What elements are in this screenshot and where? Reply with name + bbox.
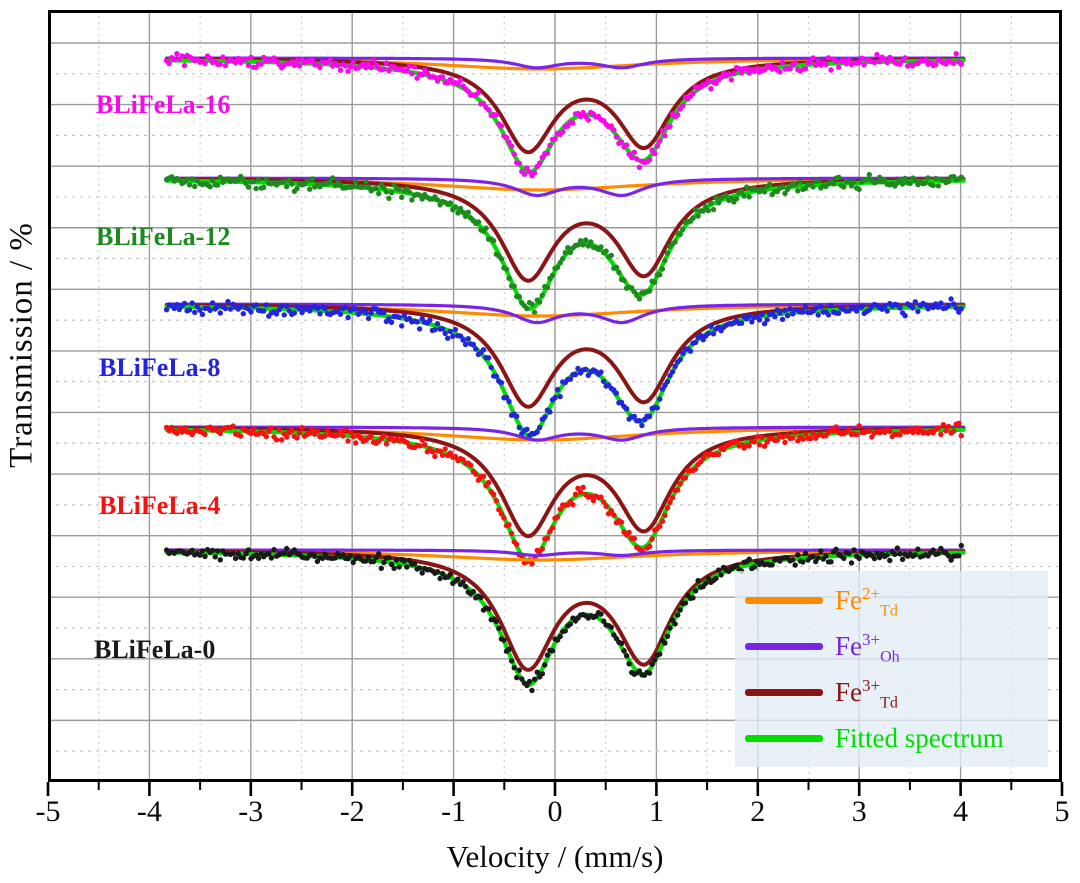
x-axis-title: Velocity / (mm/s) — [446, 839, 664, 874]
legend-item-fitted: Fitted spectrum — [735, 722, 1048, 753]
x-tick-label--1: -1 — [441, 795, 467, 828]
y-axis-title: Transmission / % — [3, 222, 40, 468]
data-points-BLiFeLa-16 — [163, 51, 964, 179]
series-label-BLiFeLa-4: BLiFeLa-4 — [99, 491, 221, 520]
series-label-BLiFeLa-0: BLiFeLa-0 — [94, 635, 216, 664]
fe3-oh-curve-BLiFeLa-12 — [165, 176, 966, 198]
data-points-BLiFeLa-4 — [163, 420, 964, 567]
fe3-td-curve-BLiFeLa-4 — [164, 426, 966, 539]
data-points-BLiFeLa-8 — [163, 296, 964, 438]
legend-line-swatch-fe2_td — [745, 596, 823, 604]
data-points-BLiFeLa-12 — [163, 171, 964, 316]
legend-item-fe2_td: Fe2+Td — [735, 583, 1048, 619]
legend-label-fe2_td: Fe2+Td — [835, 583, 898, 619]
fitted-curve-BLiFeLa-4 — [164, 427, 966, 564]
x-axis-ticks — [46, 782, 1064, 796]
legend-item-fe3_oh: Fe3+Oh — [735, 629, 1048, 665]
plot-frame — [48, 10, 1062, 782]
series-label-BLiFeLa-8: BLiFeLa-8 — [99, 353, 221, 382]
x-tick-label-1: 1 — [648, 795, 664, 828]
x-tick-label-4: 4 — [953, 795, 969, 828]
legend-label-fitted: Fitted spectrum — [835, 722, 1004, 753]
x-tick-label-5: 5 — [1054, 795, 1070, 828]
x-tick-label--2: -2 — [339, 795, 365, 828]
fitted-curve-BLiFeLa-8 — [164, 304, 966, 438]
fe3-td-curve-BLiFeLa-12 — [164, 177, 966, 283]
x-tick-label--3: -3 — [238, 795, 264, 828]
legend-label-fe3_td: Fe3+Td — [835, 675, 898, 711]
spectrum-BLiFeLa-12 — [163, 171, 966, 316]
legend-line-swatch-fitted — [745, 734, 823, 742]
legend-label-fe3_oh: Fe3+Oh — [835, 629, 900, 665]
fe3-oh-curve-BLiFeLa-0 — [165, 548, 966, 558]
spectrum-BLiFeLa-4 — [163, 420, 966, 567]
spectrum-BLiFeLa-16 — [163, 51, 966, 179]
x-tick-label-3: 3 — [851, 795, 867, 828]
x-tick-label--5: -5 — [35, 795, 61, 828]
fe3-td-curve-BLiFeLa-8 — [164, 303, 966, 409]
x-tick-label--4: -4 — [136, 795, 162, 828]
legend: Fe2+Td Fe3+Oh Fe3+Td Fitted spectrum — [735, 571, 1048, 767]
legend-item-fe3_td: Fe3+Td — [735, 675, 1048, 711]
series-label-BLiFeLa-12: BLiFeLa-12 — [96, 222, 231, 251]
series-label-BLiFeLa-16: BLiFeLa-16 — [96, 90, 231, 119]
data-points-BLiFeLa-0 — [163, 542, 964, 694]
x-tick-label-2: 2 — [750, 795, 766, 828]
legend-line-swatch-fe3_oh — [745, 642, 823, 650]
spectrum-BLiFeLa-0 — [163, 542, 966, 694]
legend-line-swatch-fe3_td — [745, 688, 823, 696]
spectrum-BLiFeLa-8 — [163, 296, 966, 438]
x-tick-label-0: 0 — [547, 795, 563, 828]
fitted-curve-BLiFeLa-16 — [164, 58, 966, 175]
fe3-td-curve-BLiFeLa-16 — [164, 57, 966, 155]
